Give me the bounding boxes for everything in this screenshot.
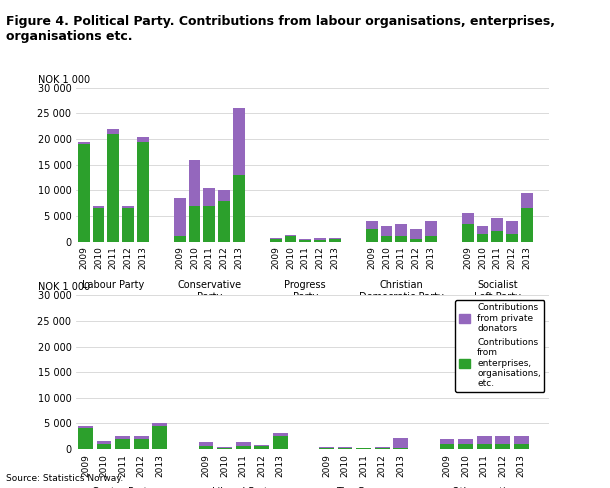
Bar xyxy=(284,235,296,236)
Bar xyxy=(78,426,93,428)
Bar xyxy=(254,447,269,449)
Bar xyxy=(273,436,287,449)
Bar xyxy=(152,426,167,449)
Bar xyxy=(375,447,390,448)
Bar xyxy=(115,436,130,439)
Bar xyxy=(476,234,489,242)
Legend: Contributions
from private
donators, Contributions
from
enterprises,
organisatio: Contributions from private donators, Con… xyxy=(456,300,545,392)
Bar xyxy=(199,442,214,447)
Bar xyxy=(134,439,149,449)
Bar xyxy=(314,241,326,242)
Bar xyxy=(338,448,353,449)
Bar xyxy=(458,444,473,449)
Bar xyxy=(107,129,119,134)
Bar xyxy=(440,444,454,449)
Bar xyxy=(203,188,215,205)
Bar xyxy=(425,221,437,236)
Text: Progress
Party: Progress Party xyxy=(284,280,326,302)
Bar xyxy=(270,239,282,242)
Bar xyxy=(410,239,422,242)
Bar xyxy=(188,205,200,242)
Bar xyxy=(425,236,437,242)
Bar xyxy=(356,448,371,449)
Bar xyxy=(462,213,473,224)
Bar xyxy=(78,428,93,449)
Bar xyxy=(375,448,390,449)
Bar xyxy=(366,221,378,229)
Bar xyxy=(93,205,104,208)
Bar xyxy=(440,439,454,444)
Bar xyxy=(217,448,232,449)
Text: Christian
Democratic Party: Christian Democratic Party xyxy=(359,280,443,302)
Bar xyxy=(476,226,489,234)
Bar xyxy=(134,436,149,439)
Bar xyxy=(218,190,230,201)
Bar xyxy=(235,442,251,447)
Bar xyxy=(366,229,378,242)
Text: NOK 1 000: NOK 1 000 xyxy=(38,75,90,85)
Bar xyxy=(338,447,353,448)
Bar xyxy=(329,239,341,242)
Bar xyxy=(476,444,492,449)
Text: Socialist
Left Party: Socialist Left Party xyxy=(474,280,521,302)
Bar xyxy=(254,445,269,447)
Bar xyxy=(77,144,90,242)
Bar xyxy=(381,236,392,242)
Bar xyxy=(77,142,90,144)
Bar xyxy=(174,198,185,236)
Bar xyxy=(395,224,407,236)
Bar xyxy=(137,137,149,142)
Bar xyxy=(203,205,215,242)
Bar xyxy=(218,201,230,242)
Bar xyxy=(506,234,518,242)
Bar xyxy=(329,238,341,239)
Bar xyxy=(152,424,167,426)
Bar xyxy=(122,205,134,208)
Bar xyxy=(174,236,185,242)
Bar xyxy=(492,231,503,242)
Text: Labour Party: Labour Party xyxy=(82,280,145,290)
Bar xyxy=(107,134,119,242)
Bar xyxy=(199,447,214,449)
Bar xyxy=(495,436,510,444)
Text: NOK 1 000: NOK 1 000 xyxy=(38,282,90,292)
Bar xyxy=(273,433,287,436)
Bar xyxy=(96,444,112,449)
Bar xyxy=(235,447,251,449)
Bar xyxy=(395,236,407,242)
Bar xyxy=(393,438,408,448)
Bar xyxy=(122,208,134,242)
Bar xyxy=(514,444,529,449)
Bar xyxy=(521,193,533,208)
Bar xyxy=(492,219,503,231)
Bar xyxy=(514,436,529,444)
Bar xyxy=(96,441,112,444)
Bar xyxy=(458,439,473,444)
Bar xyxy=(319,448,334,449)
Bar xyxy=(506,221,518,234)
Bar xyxy=(137,142,149,242)
Text: Source: Statistics Norway.: Source: Statistics Norway. xyxy=(6,474,123,483)
Bar xyxy=(284,236,296,242)
Bar xyxy=(233,108,245,175)
Bar xyxy=(188,160,200,205)
Bar xyxy=(476,436,492,444)
Bar xyxy=(319,447,334,448)
Bar xyxy=(115,439,130,449)
Bar xyxy=(300,240,311,241)
Bar xyxy=(495,444,510,449)
Text: Conservative
Party: Conservative Party xyxy=(177,280,242,302)
Bar xyxy=(314,238,326,241)
Bar xyxy=(410,229,422,239)
Bar xyxy=(381,226,392,236)
Bar xyxy=(462,224,473,242)
Bar xyxy=(233,175,245,242)
Text: Figure 4. Political Party. Contributions from labour organisations, enterprises,: Figure 4. Political Party. Contributions… xyxy=(6,15,555,42)
Bar xyxy=(521,208,533,242)
Bar xyxy=(300,241,311,242)
Bar xyxy=(93,208,104,242)
Bar xyxy=(217,447,232,448)
Bar xyxy=(393,448,408,449)
